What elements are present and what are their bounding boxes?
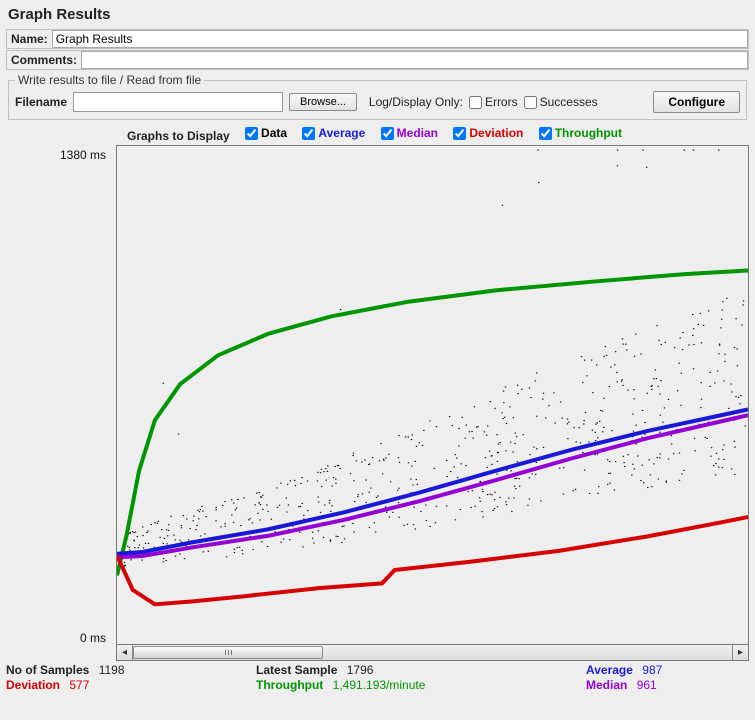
latest-sample-label: Latest Sample bbox=[256, 663, 337, 677]
average-stat-label: Average bbox=[586, 663, 633, 677]
median-stat-label: Median bbox=[586, 678, 627, 692]
errors-checkbox[interactable]: Errors bbox=[469, 95, 518, 109]
ymax-label: 1380 ms bbox=[6, 148, 106, 162]
scroll-left-icon[interactable]: ◂ bbox=[117, 645, 133, 660]
average-checkbox-label: Average bbox=[318, 126, 365, 140]
stats-panel: No of Samples 1198 Latest Sample 1796 Av… bbox=[6, 663, 749, 692]
name-label: Name: bbox=[7, 30, 52, 48]
median-checkbox-input[interactable] bbox=[381, 127, 394, 140]
file-fieldset: Write results to file / Read from file F… bbox=[8, 73, 747, 120]
errors-checkbox-label: Errors bbox=[485, 95, 518, 109]
chart-svg bbox=[117, 146, 748, 644]
graphs-display-header: Graphs to Display bbox=[127, 129, 230, 143]
chart-scrollbar[interactable]: ◂ ▸ bbox=[116, 645, 749, 661]
filename-label: Filename bbox=[15, 95, 67, 109]
ymin-label: 0 ms bbox=[6, 631, 106, 645]
throughput-checkbox-input[interactable] bbox=[539, 127, 552, 140]
comments-label: Comments: bbox=[7, 51, 81, 69]
average-checkbox-input[interactable] bbox=[302, 127, 315, 140]
name-input[interactable] bbox=[52, 30, 748, 48]
deviation-checkbox-input[interactable] bbox=[453, 127, 466, 140]
data-checkbox-label: Data bbox=[261, 126, 287, 140]
average-stat-value: 987 bbox=[642, 663, 662, 677]
errors-checkbox-input[interactable] bbox=[469, 96, 482, 109]
successes-checkbox[interactable]: Successes bbox=[524, 95, 598, 109]
chart-area: 1380 ms 0 ms ◂ ▸ bbox=[6, 145, 749, 661]
median-checkbox[interactable]: Median bbox=[381, 126, 438, 140]
deviation-checkbox-label: Deviation bbox=[469, 126, 523, 140]
no-samples-label: No of Samples bbox=[6, 663, 89, 677]
file-legend: Write results to file / Read from file bbox=[15, 73, 204, 87]
chart-canvas bbox=[116, 145, 749, 645]
throughput-stat-label: Throughput bbox=[256, 678, 323, 692]
successes-checkbox-label: Successes bbox=[540, 95, 598, 109]
deviation-stat-label: Deviation bbox=[6, 678, 60, 692]
no-samples-value: 1198 bbox=[99, 663, 125, 677]
throughput-checkbox[interactable]: Throughput bbox=[539, 126, 622, 140]
browse-button[interactable]: Browse... bbox=[289, 93, 357, 111]
median-stat-value: 961 bbox=[637, 678, 657, 692]
scroll-right-icon[interactable]: ▸ bbox=[732, 645, 748, 660]
latest-sample-value: 1796 bbox=[347, 663, 374, 677]
comments-input[interactable] bbox=[81, 51, 748, 69]
throughput-checkbox-label: Throughput bbox=[555, 126, 622, 140]
median-checkbox-label: Median bbox=[397, 126, 438, 140]
graphs-display-row: Graphs to Display Data Average Median De… bbox=[6, 126, 749, 143]
comments-row: Comments: bbox=[6, 50, 749, 70]
scroll-track[interactable] bbox=[133, 645, 732, 660]
page-title: Graph Results bbox=[8, 6, 749, 23]
successes-checkbox-input[interactable] bbox=[524, 96, 537, 109]
data-checkbox-input[interactable] bbox=[245, 127, 258, 140]
throughput-stat-value: 1,491.193/minute bbox=[333, 678, 426, 692]
average-checkbox[interactable]: Average bbox=[302, 126, 365, 140]
deviation-stat-value: 577 bbox=[69, 678, 89, 692]
filename-input[interactable] bbox=[73, 92, 283, 112]
data-checkbox[interactable]: Data bbox=[245, 126, 287, 140]
logdisplay-label: Log/Display Only: bbox=[369, 95, 463, 109]
deviation-checkbox[interactable]: Deviation bbox=[453, 126, 523, 140]
configure-button[interactable]: Configure bbox=[653, 91, 740, 113]
name-row: Name: bbox=[6, 29, 749, 49]
scroll-thumb[interactable] bbox=[133, 646, 323, 659]
